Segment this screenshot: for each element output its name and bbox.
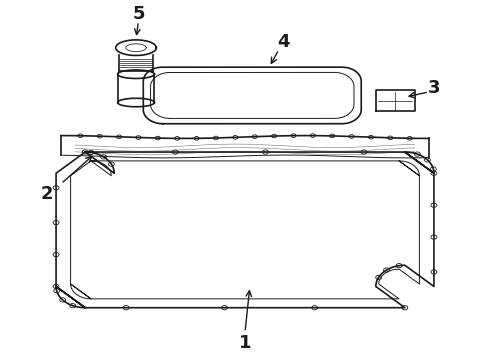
- Text: 4: 4: [277, 33, 290, 51]
- Text: 3: 3: [428, 79, 440, 97]
- Text: 5: 5: [132, 5, 145, 23]
- Text: 2: 2: [40, 185, 52, 203]
- Text: 1: 1: [239, 334, 251, 352]
